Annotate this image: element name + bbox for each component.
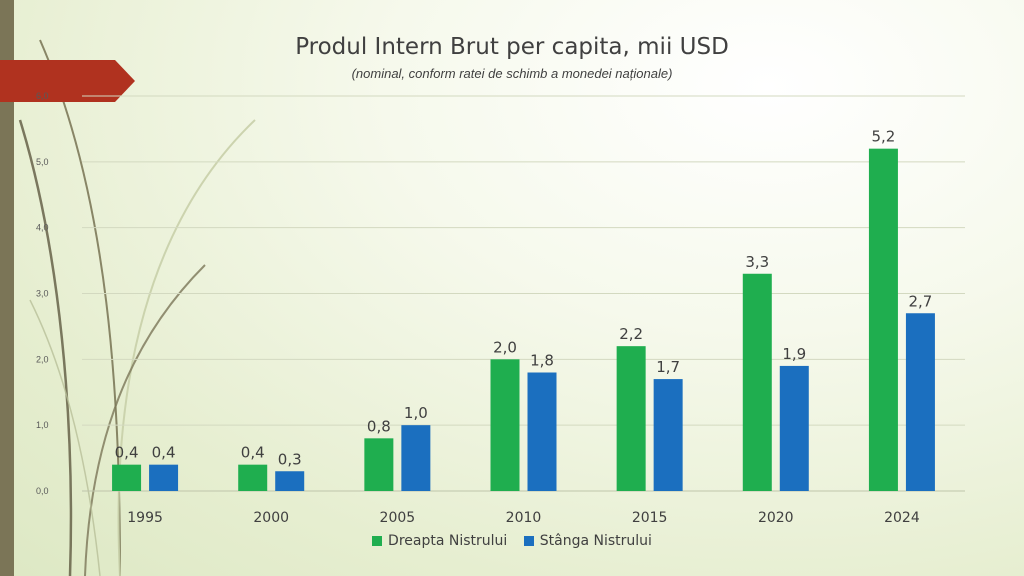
red-arrow-banner (0, 60, 135, 102)
legend-swatch-stanga (523, 536, 534, 546)
x-tick-label: 2020 (758, 510, 794, 526)
data-label: 0,4 (152, 444, 176, 462)
x-tick-label: 2000 (253, 510, 289, 526)
bar (364, 438, 394, 491)
bar (401, 425, 431, 491)
chart-legend: Dreapta Nistrului Stânga Nistrului (0, 533, 1024, 550)
x-tick-label: 2010 (506, 510, 542, 526)
x-tick-label: 1995 (127, 510, 163, 526)
x-tick-label: 2015 (632, 510, 668, 526)
x-tick-label: 2024 (884, 510, 920, 526)
bar (490, 359, 520, 491)
data-label: 1,0 (404, 404, 428, 422)
data-label: 2,0 (493, 338, 517, 356)
legend-item-stanga: Stânga Nistrului (523, 533, 652, 549)
bar (149, 464, 179, 491)
y-tick-label: 5,0 (36, 157, 49, 167)
bar (238, 464, 268, 491)
y-tick-label: 2,0 (36, 354, 49, 364)
y-tick-label: 1,0 (36, 420, 49, 430)
bar (779, 365, 809, 491)
y-tick-label: 0,0 (36, 486, 49, 496)
left-accent-bar (0, 0, 14, 576)
bar (905, 313, 935, 491)
data-label: 1,9 (782, 345, 806, 363)
data-label: 0,3 (278, 450, 302, 468)
data-label: 0,4 (241, 444, 265, 462)
data-label: 1,7 (656, 358, 680, 376)
legend-item-dreapta: Dreapta Nistrului (372, 533, 507, 549)
data-label: 0,8 (367, 417, 391, 435)
bar (653, 379, 683, 491)
y-tick-label: 4,0 (36, 223, 49, 233)
bar (112, 464, 142, 491)
bar (616, 346, 646, 491)
y-tick-label: 6,0 (36, 91, 49, 101)
legend-label-dreapta: Dreapta Nistrului (388, 533, 508, 549)
x-tick-label: 2005 (380, 510, 416, 526)
y-tick-label: 3,0 (36, 289, 49, 299)
chart-subtitle: (nominal, conform ratei de schimb a mone… (351, 66, 673, 81)
data-label: 2,2 (619, 325, 643, 343)
chart-title: Produl Intern Brut per capita, mii USD (295, 34, 729, 60)
data-label: 2,7 (908, 292, 932, 310)
bar (275, 471, 305, 491)
bar (742, 273, 772, 491)
legend-label-stanga: Stânga Nistrului (539, 533, 652, 549)
data-label: 0,4 (115, 444, 139, 462)
data-label: 5,2 (871, 128, 895, 146)
data-label: 1,8 (530, 352, 554, 370)
bar (527, 372, 557, 491)
data-label: 3,3 (745, 253, 769, 271)
bar (868, 148, 898, 491)
legend-swatch-dreapta (372, 536, 383, 546)
